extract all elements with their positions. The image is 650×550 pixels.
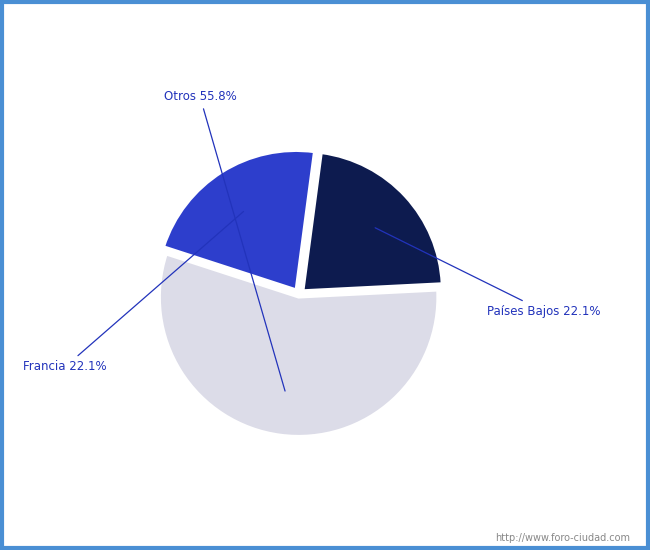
- Text: Países Bajos 22.1%: Países Bajos 22.1%: [375, 228, 601, 317]
- Wedge shape: [159, 254, 437, 436]
- Text: Otros 55.8%: Otros 55.8%: [164, 90, 285, 391]
- Text: Baños de la Encina - Turistas extranjeros según país - Agosto de 2024: Baños de la Encina - Turistas extranjero…: [36, 14, 614, 31]
- Wedge shape: [164, 151, 315, 290]
- Wedge shape: [303, 153, 442, 290]
- Text: Francia 22.1%: Francia 22.1%: [23, 212, 244, 373]
- Text: http://www.foro-ciudad.com: http://www.foro-ciudad.com: [495, 534, 630, 543]
